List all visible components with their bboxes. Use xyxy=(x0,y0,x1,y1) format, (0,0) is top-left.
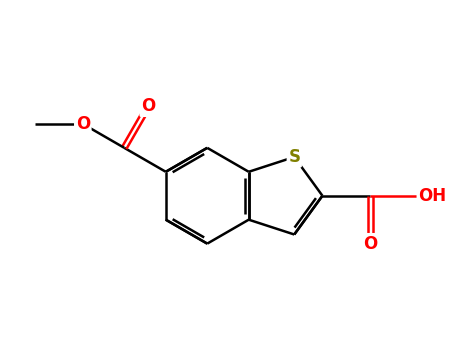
Text: OH: OH xyxy=(418,187,446,205)
Text: O: O xyxy=(141,97,155,116)
Text: O: O xyxy=(363,234,378,253)
Text: O: O xyxy=(76,115,90,133)
Text: S: S xyxy=(288,148,300,166)
